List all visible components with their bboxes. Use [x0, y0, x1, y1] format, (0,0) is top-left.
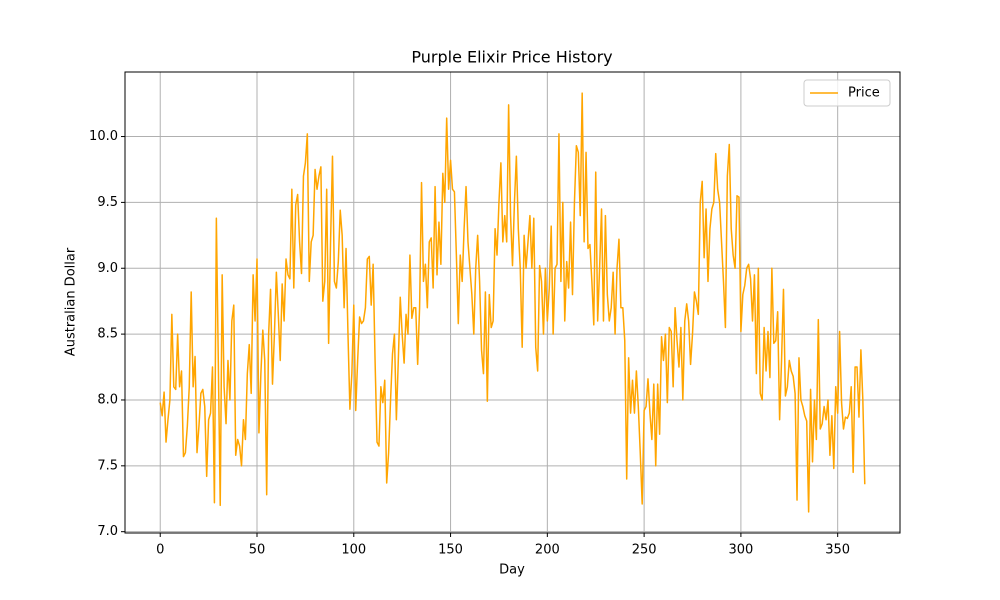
price-line: [159, 92, 866, 513]
legend-box: [803, 79, 891, 107]
y-tick-label: 8.5: [97, 327, 118, 342]
x-tick-label: 0: [156, 543, 164, 558]
y-tick-label: 9.5: [97, 195, 118, 210]
y-tick-label: 8.0: [97, 392, 118, 407]
y-tick-label: 10.0: [89, 129, 118, 144]
y-tick-label: 7.5: [97, 458, 118, 473]
legend-label: Price: [848, 86, 880, 101]
plot-frame: [124, 71, 901, 534]
y-tick-label: 9.0: [97, 261, 118, 276]
y-axis-label: Australian Dollar: [64, 247, 79, 356]
x-tick-label: 50: [249, 543, 266, 558]
chart-title: Purple Elixir Price History: [411, 48, 612, 67]
x-tick-label: 100: [341, 543, 366, 558]
x-tick-label: 250: [632, 543, 657, 558]
y-tick-label: 7.0: [97, 524, 118, 539]
x-tick-label: 300: [728, 543, 753, 558]
x-tick-label: 200: [535, 543, 560, 558]
x-tick-label: 150: [438, 543, 463, 558]
x-tick-label: 350: [825, 543, 850, 558]
x-axis-label: Day: [499, 563, 525, 578]
